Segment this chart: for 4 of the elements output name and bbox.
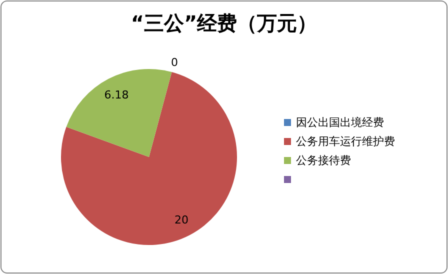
legend-label: 因公出国出境经费 [296,116,384,129]
chart-title: “三公”经费（万元） [130,11,318,35]
legend-label: 公务用车运行维护费 [296,135,395,148]
legend-label: 公务接待费 [296,154,351,167]
